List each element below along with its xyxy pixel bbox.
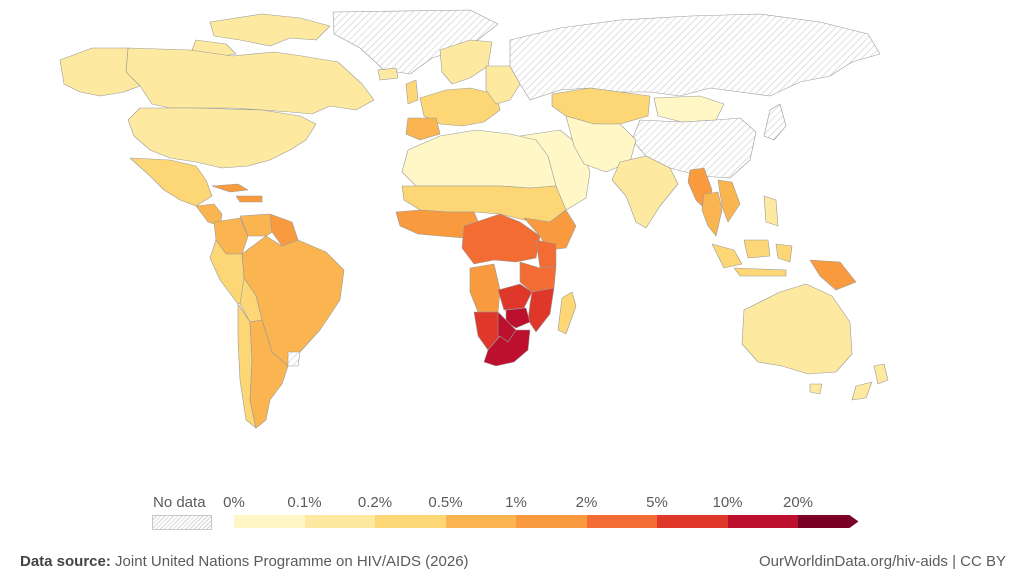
region-scandinavia[interactable] — [439, 39, 493, 85]
region-russia[interactable] — [509, 13, 881, 101]
region-zambia[interactable] — [497, 283, 533, 311]
region-new-zealand[interactable] — [851, 381, 873, 401]
attribution[interactable]: OurWorldinData.org/hiv-aids | CC BY — [758, 553, 1006, 570]
region-indonesia[interactable] — [775, 243, 793, 263]
region-greenland[interactable] — [332, 9, 499, 75]
region-philippines[interactable] — [763, 195, 779, 227]
region-mexico[interactable] — [129, 157, 213, 207]
region-caribbean[interactable] — [235, 195, 263, 203]
region-indonesia[interactable] — [711, 243, 743, 269]
region-alaska[interactable] — [59, 47, 141, 97]
data-source-text: Joint United Nations Programme on HIV/AI… — [115, 553, 469, 570]
region-indonesia[interactable] — [743, 239, 771, 259]
region-mongolia[interactable] — [653, 95, 725, 123]
region-united-states[interactable] — [127, 107, 317, 169]
region-australia[interactable] — [741, 283, 853, 375]
region-iberia[interactable] — [405, 117, 441, 141]
region-madagascar[interactable] — [557, 291, 577, 335]
region-east-africa[interactable] — [523, 209, 577, 251]
region-kenya[interactable] — [535, 239, 557, 269]
region-canada[interactable] — [125, 47, 375, 115]
region-uruguay[interactable] — [287, 351, 301, 367]
region-argentina[interactable] — [249, 319, 289, 429]
data-source-prefix: Data source: — [20, 553, 111, 570]
region-china[interactable] — [763, 103, 787, 141]
region-vietnam[interactable] — [717, 179, 741, 223]
region-western-europe[interactable] — [405, 79, 419, 105]
region-papua-new-guinea[interactable] — [809, 259, 857, 291]
region-new-zealand[interactable] — [873, 363, 889, 385]
region-indonesia[interactable] — [733, 267, 787, 277]
region-china[interactable] — [631, 117, 757, 179]
region-central-africa[interactable] — [461, 213, 541, 265]
region-scandinavia[interactable] — [377, 67, 399, 81]
region-central-america[interactable] — [195, 203, 223, 227]
data-source: Data source: Joint United Nations Progra… — [20, 553, 469, 570]
region-thailand[interactable] — [701, 191, 723, 237]
region-canada[interactable] — [209, 13, 331, 47]
region-south-africa[interactable] — [483, 329, 531, 367]
region-australia[interactable] — [809, 383, 823, 395]
region-angola[interactable] — [469, 263, 501, 313]
region-india[interactable] — [611, 155, 679, 229]
region-kazakhstan[interactable] — [551, 87, 651, 125]
region-mozambique[interactable] — [527, 287, 555, 333]
region-caribbean[interactable] — [211, 183, 249, 193]
